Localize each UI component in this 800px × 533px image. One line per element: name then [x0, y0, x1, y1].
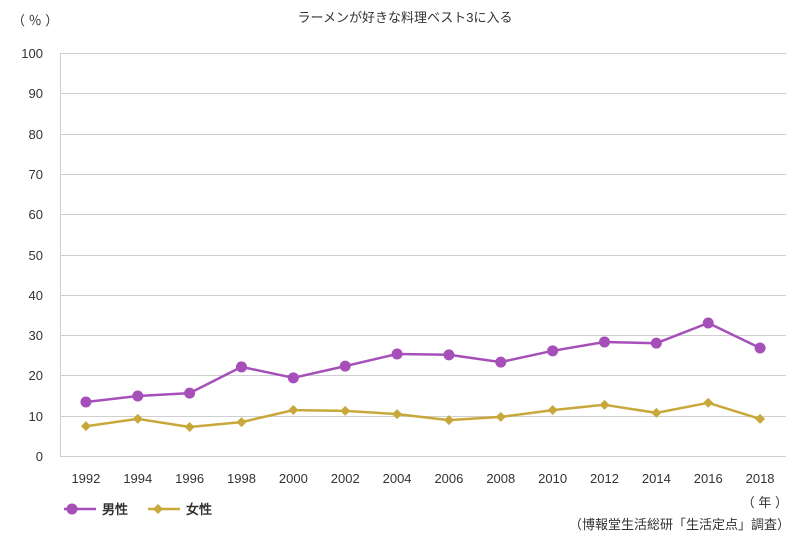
data-point-male	[236, 361, 247, 373]
data-point-female	[80, 421, 91, 432]
y-tick-label: 40	[29, 288, 43, 303]
data-point-male	[754, 342, 766, 354]
y-tick-label: 50	[29, 248, 43, 263]
y-tick-label: 30	[29, 328, 43, 343]
data-point-male	[391, 348, 403, 360]
y-tick-label: 100	[21, 46, 43, 61]
x-tick-label: 2008	[486, 471, 515, 486]
legend-label-female: 女性	[186, 502, 213, 517]
y-tick-label: 80	[29, 127, 43, 142]
x-tick-label: 1994	[123, 471, 152, 486]
x-tick-label: 1996	[175, 471, 204, 486]
y-tick-label: 0	[36, 449, 43, 464]
x-tick-label: 2000	[279, 471, 308, 486]
x-tick-label: 2012	[590, 471, 619, 486]
data-point-female	[495, 411, 506, 422]
data-point-female	[547, 405, 558, 416]
y-tick-label: 20	[29, 368, 43, 383]
legend-marker-male	[66, 503, 78, 514]
data-point-female	[184, 421, 195, 432]
data-point-female	[288, 405, 299, 416]
legend-item-male: 男性	[62, 499, 128, 518]
series-line-male	[85, 321, 761, 404]
data-point-female	[651, 407, 662, 418]
data-point-male	[650, 337, 662, 349]
data-point-male	[287, 372, 299, 384]
y-tick-label: 60	[29, 207, 43, 222]
tick-layer: 0 10 20 30 40 50 60 70 80 90 100 1992 1994 1996 1998 20…	[21, 46, 774, 486]
data-point-male	[702, 317, 714, 329]
x-tick-label: 2006	[434, 471, 463, 486]
data-point-female	[443, 415, 454, 426]
data-point-male	[547, 345, 559, 357]
x-tick-label: 2018	[746, 471, 775, 486]
data-point-female	[599, 399, 610, 410]
data-point-female	[755, 413, 766, 424]
x-tick-label: 2004	[383, 471, 412, 486]
legend-label-male: 男性	[102, 502, 129, 517]
series-line-female	[85, 401, 761, 429]
x-axis-unit-label: （ 年 ）	[741, 495, 788, 510]
y-axis-unit-label: （ ％ ）	[12, 13, 59, 28]
legend-marker-female	[153, 503, 164, 514]
grid-layer	[60, 53, 786, 457]
legend: 男性 女性	[62, 499, 230, 518]
legend-swatch-female	[148, 503, 181, 514]
x-tick-label: 1992	[71, 471, 100, 486]
x-tick-label: 2014	[642, 471, 671, 486]
data-point-male	[443, 349, 455, 361]
legend-swatch-male	[64, 503, 96, 514]
data-point-male	[184, 387, 196, 399]
data-point-male	[339, 360, 351, 372]
source-note: （博報堂生活総研「生活定点」調査）	[568, 517, 790, 532]
data-point-male	[599, 336, 610, 348]
data-point-male	[80, 396, 92, 408]
data-point-female	[340, 405, 351, 416]
data-point-male	[132, 390, 144, 402]
x-tick-label: 2016	[694, 471, 723, 486]
y-tick-label: 10	[29, 409, 43, 424]
data-point-female	[703, 397, 714, 408]
y-tick-label: 70	[29, 167, 43, 182]
data-point-female	[132, 413, 143, 424]
chart-title: ラーメンが好きな料理ベスト3に入る	[297, 10, 513, 25]
data-point-female	[236, 417, 247, 428]
data-point-male	[495, 356, 507, 368]
x-tick-label: 2010	[538, 471, 567, 486]
y-tick-label: 90	[29, 86, 43, 101]
legend-item-female: 女性	[146, 499, 212, 518]
x-tick-label: 2002	[331, 471, 360, 486]
x-tick-label: 1998	[227, 471, 256, 486]
series-layer	[80, 317, 766, 432]
data-point-female	[392, 409, 403, 420]
